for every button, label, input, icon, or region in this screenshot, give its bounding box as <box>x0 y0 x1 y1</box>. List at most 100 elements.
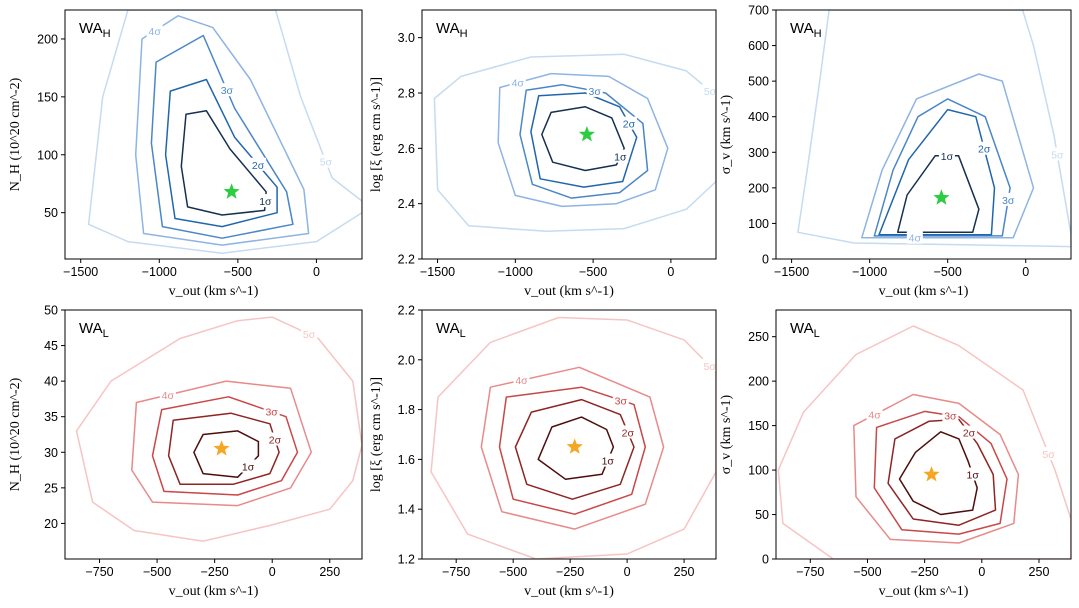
y-tick-label: 50 <box>755 508 769 522</box>
plot-area: 1σ 2σ 3σ 4σ 5σ <box>433 53 717 233</box>
y-tick-label: 1.6 <box>398 453 415 467</box>
y-tick-label: 300 <box>748 146 769 160</box>
contour-label-2sigma: 2σ <box>269 434 282 446</box>
y-tick-label: 200 <box>748 375 769 389</box>
x-axis-label: v_out (km s^-1) <box>879 584 969 599</box>
contour-label-2sigma: 2σ <box>978 144 991 156</box>
panel-wah_nh: 1σ 2σ 3σ 4σ 5σ −1500 −1000 −500 0 50 100 150 200 v_ou… <box>8 9 363 299</box>
x-tick-label: −500 <box>934 265 962 279</box>
panel-tag-main: WA <box>790 20 814 37</box>
axes-frame <box>775 309 1072 560</box>
x-tick-label: 0 <box>624 565 631 579</box>
contour-label-1sigma: 1σ <box>614 152 627 164</box>
panel-tag: WAH <box>790 20 822 40</box>
y-tick-label: 0 <box>762 253 769 267</box>
x-tick-label: −250 <box>556 565 584 579</box>
contour-3sigma <box>519 83 649 199</box>
x-tick-label: 250 <box>319 565 340 579</box>
panel-tag-main: WA <box>436 320 460 337</box>
contour-4sigma <box>134 15 310 246</box>
contour-label-5sigma: 5σ <box>320 157 333 169</box>
panel-tag: WAL <box>790 320 820 340</box>
contour-label-2sigma: 2σ <box>622 427 635 439</box>
contour-label-bg <box>263 404 280 418</box>
y-tick-label: 20 <box>44 517 58 531</box>
y-tick-label: 0 <box>762 553 769 567</box>
contour-label-bg <box>702 83 716 97</box>
contour-label-bg <box>938 148 955 162</box>
panel-tag-sub: L <box>460 328 466 340</box>
axes-frame <box>775 9 1072 260</box>
y-tick-label: 2.0 <box>398 353 415 367</box>
contour-label-bg <box>1049 147 1066 161</box>
contour-label-5sigma: 5σ <box>704 86 717 98</box>
x-tick-label: 0 <box>313 265 320 279</box>
contour-label-bg <box>513 373 530 387</box>
contour-label-bg <box>257 194 274 208</box>
contour-label-5sigma: 5σ <box>303 329 316 341</box>
best-fit-star <box>566 438 583 454</box>
y-axis-label: σ_v (km s^-1) <box>719 94 734 174</box>
contour-label-3sigma: 3σ <box>221 85 234 97</box>
contour-3sigma <box>873 410 1008 535</box>
contour-label-bg <box>240 459 257 473</box>
panel-tag: WAL <box>436 320 466 340</box>
x-tick-label: −1500 <box>63 265 98 279</box>
best-fit-star <box>933 189 950 205</box>
plot-area: 1σ 2σ 3σ 4σ 5σ <box>75 316 362 542</box>
x-tick-label: 0 <box>978 565 985 579</box>
y-tick-label: 45 <box>44 339 58 353</box>
y-tick-label: 250 <box>748 330 769 344</box>
best-fit-star <box>923 466 940 482</box>
x-axis-label: v_out (km s^-1) <box>524 584 614 599</box>
y-tick-label: 2.2 <box>398 253 415 267</box>
contour-4sigma <box>853 393 1020 544</box>
panel-tag-sub: H <box>460 28 468 40</box>
x-tick-label: −750 <box>442 565 470 579</box>
contour-label-2sigma: 2σ <box>252 160 265 172</box>
x-tick-label: −1500 <box>774 265 809 279</box>
panel-tag: WAH <box>436 20 468 40</box>
y-tick-label: 700 <box>748 4 769 18</box>
x-tick-label: −750 <box>796 565 824 579</box>
contour-4sigma <box>131 380 313 507</box>
x-tick-label: −1500 <box>420 265 455 279</box>
y-tick-label: 100 <box>37 148 58 162</box>
x-tick-label: −1000 <box>142 265 177 279</box>
x-tick-label: −250 <box>201 565 229 579</box>
y-tick-label: 100 <box>748 217 769 231</box>
contour-1sigma <box>896 155 980 234</box>
contour-4sigma <box>480 366 665 530</box>
y-tick-label: 100 <box>748 464 769 478</box>
x-axis-label: v_out (km s^-1) <box>169 284 259 299</box>
contour-1sigma <box>898 431 978 516</box>
y-tick-label: 400 <box>748 110 769 124</box>
contour-5sigma <box>87 10 362 254</box>
contour-label-4sigma: 4σ <box>909 233 922 245</box>
panel-wah_sigma: 1σ 2σ 3σ 4σ 5σ −1500 −1000 −500 0 0 100 200 300 400 50… <box>719 4 1072 299</box>
contour-label-4sigma: 4σ <box>512 78 525 90</box>
contour-label-bg <box>964 467 981 481</box>
contour-label-bg <box>509 75 526 89</box>
x-tick-label: −1000 <box>498 265 533 279</box>
panel-wal_xi: 1σ 2σ 3σ 4σ 5σ −750 −500 −250 0 250 1.2 1.4 1.6 1.8 2.… <box>369 304 717 599</box>
contour-label-4sigma: 4σ <box>868 410 881 422</box>
panel-wal_sigma: 1σ 2σ 3σ 4σ 5σ −750 −500 −250 0 250 0 50 100 150 200 25… <box>719 309 1072 599</box>
y-tick-label: 200 <box>37 32 58 46</box>
panel-tag-sub: H <box>103 28 111 40</box>
contour-label-bg <box>266 432 283 446</box>
y-tick-label: 2.6 <box>398 142 415 156</box>
panel-tag-main: WA <box>436 20 460 37</box>
contour-4sigma <box>861 73 1035 239</box>
contour-label-bg <box>619 425 636 439</box>
y-tick-label: 50 <box>44 304 58 318</box>
contour-label-1sigma: 1σ <box>259 196 272 208</box>
panel-wal_nh: 1σ 2σ 3σ 4σ 5σ −750 −500 −250 0 250 20 25 30 35 40 45 50… <box>8 304 363 599</box>
contour-label-bg <box>1000 192 1017 206</box>
best-fit-star <box>223 183 240 199</box>
best-fit-star <box>213 440 230 456</box>
panel-wah_xi: 1σ 2σ 3σ 4σ 5σ −1500 −1000 −500 0 2.2 2.4 2.6 2.8 3.0… <box>369 9 717 299</box>
panel-tag-sub: L <box>814 328 820 340</box>
y-tick-label: 600 <box>748 39 769 53</box>
contour-1sigma <box>541 106 625 172</box>
